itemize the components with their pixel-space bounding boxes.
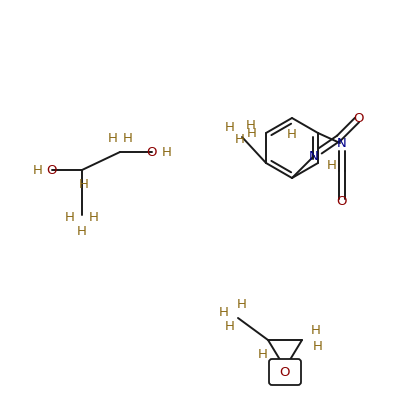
Text: O: O <box>353 111 363 125</box>
Text: H: H <box>245 118 255 132</box>
Text: H: H <box>162 145 172 159</box>
Text: H: H <box>89 210 99 224</box>
Text: H: H <box>312 339 322 353</box>
Text: O: O <box>146 145 157 159</box>
Text: O: O <box>336 194 346 208</box>
Text: N: N <box>308 150 318 162</box>
Text: H: H <box>219 305 228 319</box>
Text: H: H <box>79 178 89 191</box>
Text: H: H <box>247 127 256 139</box>
Text: H: H <box>33 164 43 176</box>
Text: H: H <box>225 120 234 134</box>
Text: H: H <box>235 132 244 145</box>
Text: H: H <box>310 323 320 337</box>
Text: H: H <box>225 319 234 332</box>
Text: N: N <box>336 136 346 150</box>
Text: H: H <box>286 127 296 141</box>
FancyBboxPatch shape <box>268 359 300 385</box>
Text: H: H <box>77 224 87 238</box>
Text: H: H <box>237 298 246 310</box>
Text: H: H <box>108 132 117 145</box>
Text: H: H <box>65 210 75 224</box>
Text: H: H <box>257 347 267 360</box>
Text: O: O <box>47 164 57 176</box>
Text: H: H <box>123 132 133 145</box>
Text: H: H <box>326 159 336 171</box>
Text: O: O <box>279 365 290 379</box>
